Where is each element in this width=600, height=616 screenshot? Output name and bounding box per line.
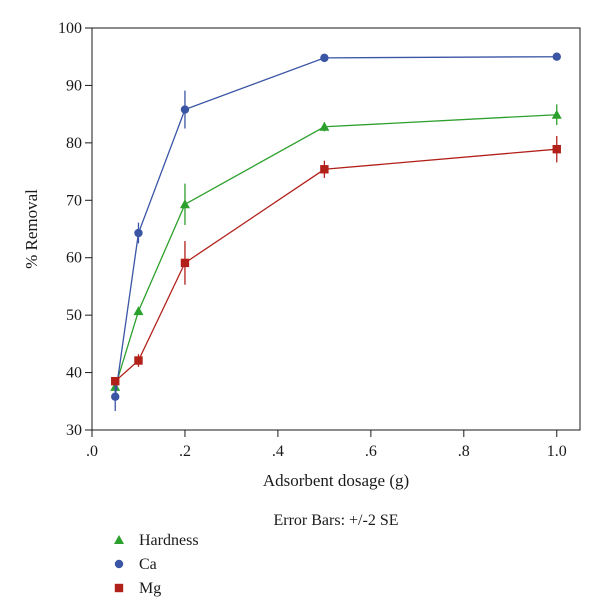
legend-label-ca: Ca [139, 556, 157, 573]
legend-label-mg: Mg [139, 580, 161, 597]
legend-marker-hardness [114, 535, 124, 544]
y-tick-label: 60 [66, 250, 82, 267]
series-ca [111, 52, 561, 412]
y-tick-label: 70 [66, 192, 82, 209]
legend-item-ca: Ca [114, 556, 157, 573]
legend-marker-mg [114, 583, 124, 593]
x-tick-label: .0 [86, 443, 98, 460]
x-axis: .0 .2 .4 .6 .8 1.0 [86, 430, 567, 460]
x-tick-label: .4 [272, 443, 284, 460]
data-point-mg [180, 258, 190, 268]
data-point-hardness [179, 199, 190, 209]
series-mg [111, 135, 561, 386]
data-point-mg [111, 376, 120, 386]
y-axis: 30 40 50 60 70 80 90 100 [58, 20, 92, 439]
data-point-mg [134, 356, 143, 365]
y-tick-label: 90 [66, 77, 82, 94]
legend-item-mg: Mg [114, 580, 161, 597]
data-point-hardness [551, 109, 562, 119]
data-point-hardness [133, 306, 144, 316]
y-tick-label: 30 [66, 422, 82, 439]
x-tick-label: .8 [458, 443, 470, 460]
series-hardness [110, 104, 562, 392]
legend-item-hardness: Hardness [114, 532, 199, 549]
y-tick-label: 50 [66, 307, 82, 324]
legend: Hardness Ca Mg [114, 532, 199, 597]
x-tick-label: 1.0 [547, 443, 567, 460]
plot-frame [91, 27, 581, 431]
y-tick-label: 40 [66, 365, 82, 382]
x-tick-label: .6 [365, 443, 377, 460]
error-bars-note: Error Bars: +/-2 SE [274, 512, 399, 529]
data-point-mg [320, 165, 329, 174]
series-layer [110, 52, 562, 412]
data-point-hardness [319, 121, 330, 131]
y-tick-label: 80 [66, 135, 82, 152]
legend-marker-ca [114, 559, 124, 569]
y-axis-title: % Removal [22, 189, 41, 269]
data-point-mg [552, 144, 561, 154]
data-point-ca [552, 52, 561, 61]
data-point-ca [320, 53, 329, 63]
x-tick-label: .2 [179, 443, 191, 460]
plot-area [91, 27, 581, 431]
y-tick-label: 100 [58, 20, 82, 37]
legend-label-hardness: Hardness [139, 532, 199, 549]
data-point-ca [134, 228, 143, 238]
data-point-ca [111, 392, 120, 401]
data-point-ca [180, 105, 190, 114]
x-axis-title: Adsorbent dosage (g) [263, 471, 409, 490]
